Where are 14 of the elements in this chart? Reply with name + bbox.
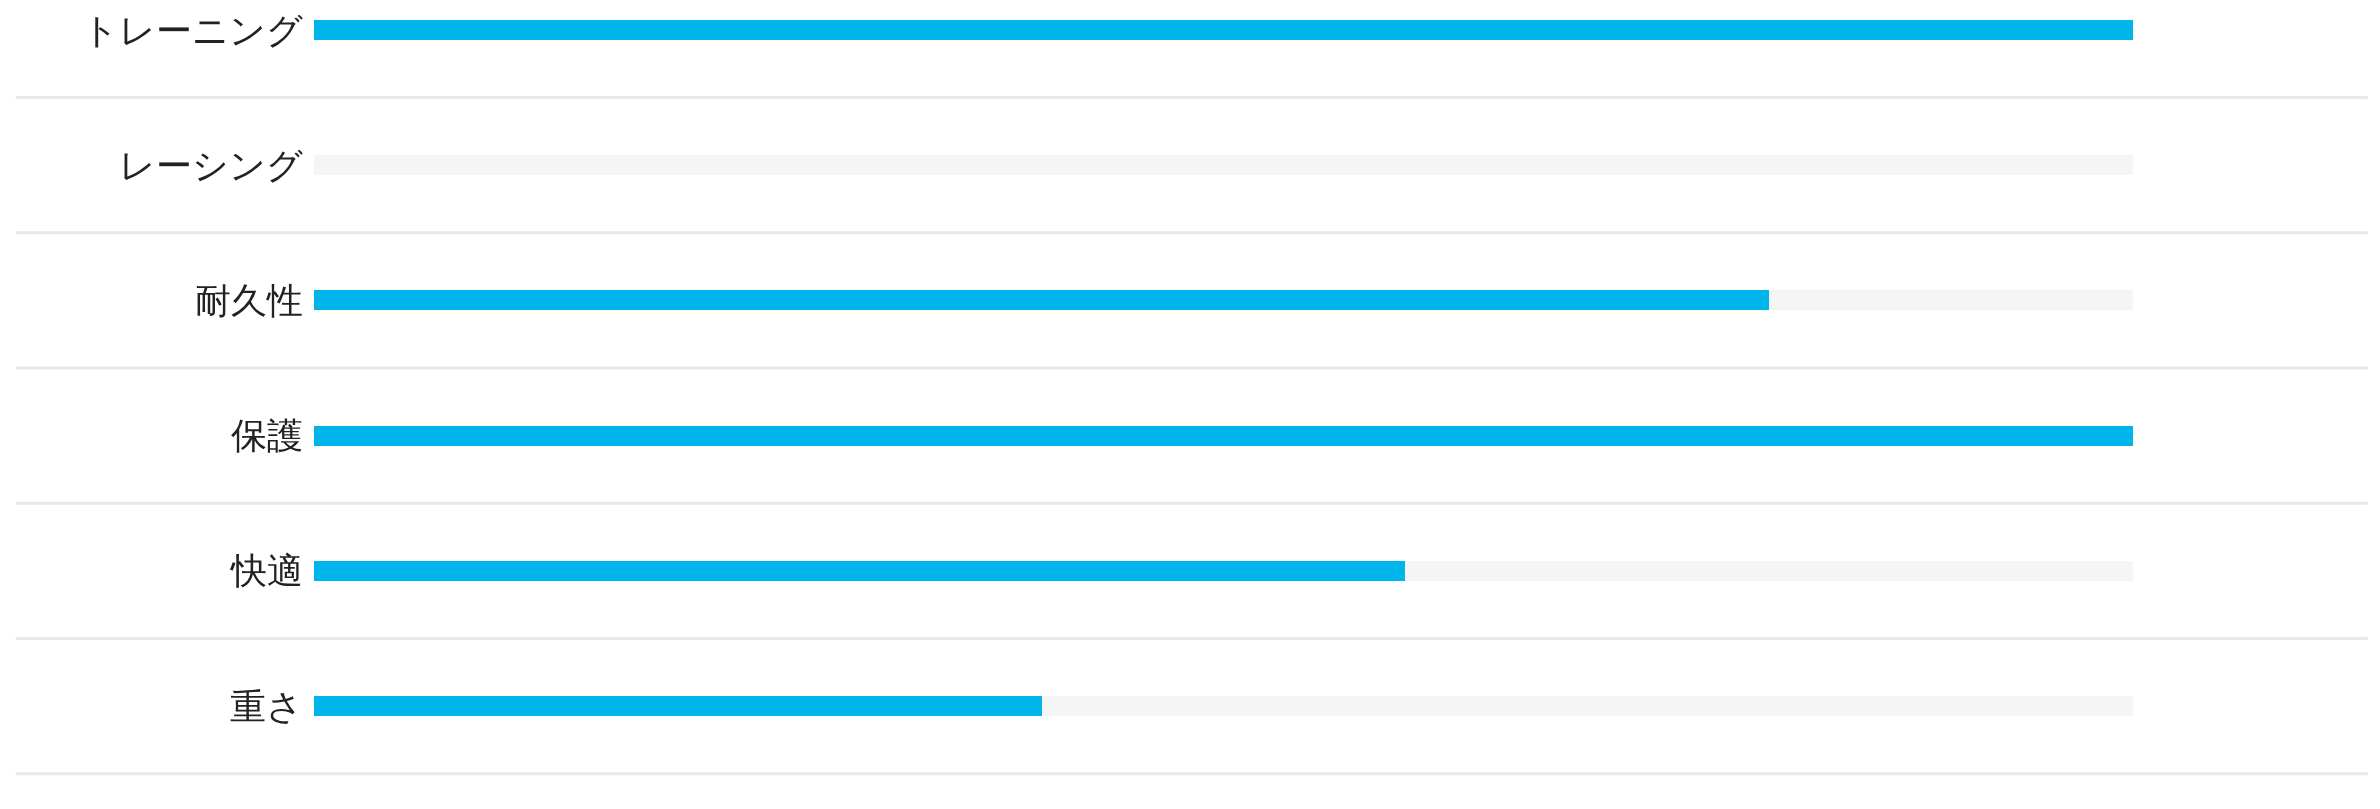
y-tick-label: 重さ <box>230 685 303 727</box>
bar <box>1769 290 2133 311</box>
y-tick-label: レーシング <box>119 144 303 186</box>
bar <box>314 20 2133 41</box>
y-tick-label: 耐久性 <box>195 280 303 322</box>
bar <box>1041 696 2133 717</box>
y-tick-label: 快適 <box>229 550 303 592</box>
bar <box>314 560 1406 581</box>
y-tick-label: 保護 <box>231 415 303 457</box>
bar <box>314 290 1770 311</box>
bar <box>314 696 1042 717</box>
bar <box>314 425 2133 446</box>
y-tick-label: トレーニング <box>82 9 303 51</box>
bar <box>1405 560 2133 581</box>
